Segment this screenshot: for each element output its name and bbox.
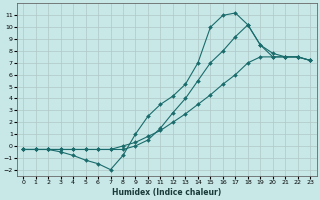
X-axis label: Humidex (Indice chaleur): Humidex (Indice chaleur) (112, 188, 221, 197)
